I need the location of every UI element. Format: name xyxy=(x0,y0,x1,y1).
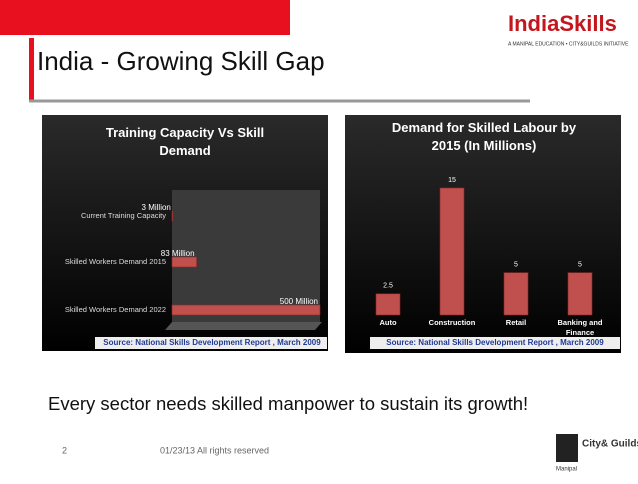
logo: IndiaSkills xyxy=(508,11,617,36)
header-band xyxy=(0,0,290,35)
value-label: 3 Million xyxy=(142,203,171,212)
source-strip xyxy=(370,337,620,349)
chart-title: Demand for Skilled Labour by 2015 (In Mil… xyxy=(392,120,577,153)
bar xyxy=(439,187,465,316)
source: Source: National Skills Development Repo… xyxy=(386,338,604,347)
source-strip xyxy=(95,337,327,349)
value-label: 2.5 xyxy=(383,283,393,290)
footer: 01/23/13 All rights reserved xyxy=(160,445,269,455)
category-label: Construction xyxy=(429,318,476,327)
category-label: Retail xyxy=(506,318,526,327)
value-label: 5 xyxy=(514,262,518,269)
value-label: 83 Million xyxy=(161,249,195,258)
chart-title: Training Capacity Vs Skill Demand xyxy=(106,125,264,158)
value-label: 15 xyxy=(448,177,456,184)
category-label: Skilled Workers Demand 2022 xyxy=(65,305,166,314)
partner-logo: City& Guilds xyxy=(582,439,638,450)
category-label: Banking and Finance xyxy=(557,318,602,337)
bar xyxy=(503,272,529,316)
bar xyxy=(171,256,197,268)
bar xyxy=(567,272,593,316)
category-label: Auto xyxy=(379,318,396,327)
value-label: 5 xyxy=(578,262,582,269)
source: Source: National Skills Development Repo… xyxy=(103,338,321,347)
bar xyxy=(171,210,174,222)
bar xyxy=(171,304,321,316)
value-label: 500 Million xyxy=(280,297,318,306)
category-label: Current Training Capacity xyxy=(81,211,166,220)
partner-sub: Manipal xyxy=(556,467,577,473)
title-accent xyxy=(29,38,34,100)
slide-title: India - Growing Skill Gap xyxy=(37,46,325,76)
chart-wall xyxy=(172,190,320,322)
page-number: 2 xyxy=(62,445,67,455)
logo-tagline: A MANIPAL EDUCATION • CITY&GUILDS INITIA… xyxy=(508,41,629,47)
category-label: Skilled Workers Demand 2015 xyxy=(65,257,166,266)
bar xyxy=(375,293,401,316)
partner-icon xyxy=(556,434,578,462)
chart-floor xyxy=(165,322,322,330)
message: Every sector needs skilled manpower to s… xyxy=(48,393,528,414)
